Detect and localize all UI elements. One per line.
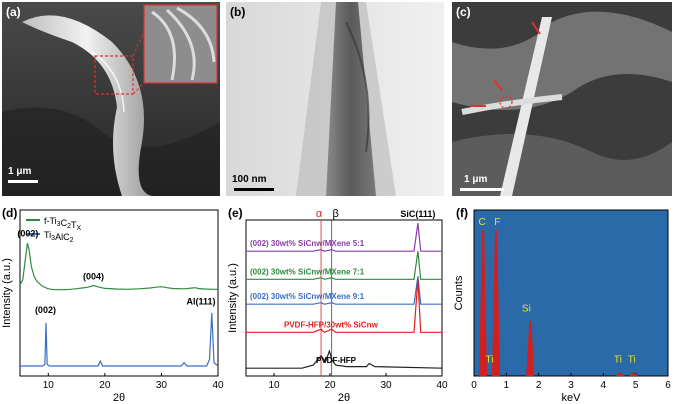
series-label: PVDF-HFP xyxy=(316,356,357,365)
x-tick-label: 30 xyxy=(156,380,168,391)
x-tick-label: 20 xyxy=(99,380,111,391)
eds-peak-Ti xyxy=(629,372,638,376)
panel-label-a: (a) xyxy=(6,5,21,19)
series-line-1 xyxy=(20,312,219,367)
x-tick-label: 2 xyxy=(536,380,542,391)
legend-entry: f-Ti3C2TX xyxy=(44,216,81,232)
eds-peak-Si xyxy=(526,321,535,376)
top-label-alpha: α xyxy=(316,208,323,220)
sem-image-c xyxy=(452,2,672,196)
peak-annotation: (004) xyxy=(83,272,104,282)
series-line-0 xyxy=(246,223,442,252)
panel-e-xrd-chart: (e) 10 20 30 40 2θ Intensity (a.u.) α β SiC(111)… xyxy=(226,204,450,404)
y-axis-label: Intensity (a.u.) xyxy=(227,263,239,333)
series-line-0 xyxy=(19,243,218,291)
top-label-sic: SiC(111) xyxy=(400,209,435,219)
series-label: (002) 30wt% SiCnw/MXene 7:1 xyxy=(250,267,365,276)
series-label: PVDF-HFP/30wt% SiCnw xyxy=(284,320,379,329)
x-tick-label: 10 xyxy=(43,380,55,391)
series-line-1 xyxy=(246,251,442,280)
x-tick-label: 3 xyxy=(568,380,574,391)
x-tick-label: 40 xyxy=(436,380,448,391)
x-axis-label: 2θ xyxy=(113,392,125,404)
panel-label-f: (f) xyxy=(456,206,468,220)
series-label: (002) 30wt% SiCnw/MXene 5:1 xyxy=(250,239,365,248)
panel-f-eds-chart: (f) 0 1 2 3 4 5 6 keV Counts C F Si Ti Ti Ti xyxy=(452,204,674,404)
peak-annotation: (002) xyxy=(35,305,56,315)
xrd-chart-e: 10 20 30 40 2θ Intensity (a.u.) α β SiC(111) (002… xyxy=(227,208,448,404)
xrd-chart-d: 10 20 30 40 2θ Intensity (a.u.) f-Ti3C2TXTi3Al… xyxy=(1,209,224,404)
panel-c-sem-image: (c) 1 μm xyxy=(452,2,672,196)
eds-chart-f: 0 1 2 3 4 5 6 keV Counts C F Si Ti Ti Ti xyxy=(453,209,671,404)
x-tick-label: 4 xyxy=(601,380,607,391)
x-tick-label: 5 xyxy=(633,380,639,391)
peak-annotation: Al(111) xyxy=(187,297,216,307)
x-tick-label: 0 xyxy=(471,380,477,391)
inset-zoom xyxy=(143,4,218,84)
peak-label: Ti xyxy=(628,355,636,366)
x-axis-label: 2θ xyxy=(338,392,350,404)
panel-label-c: (c) xyxy=(456,5,471,19)
scale-bar-c xyxy=(460,188,504,191)
series-line-4 xyxy=(246,349,443,369)
legend-entry: Ti3AlC2 xyxy=(44,230,74,244)
panel-d-xrd-chart: (d) 10 20 30 40 2θ Intensity (a.u.) f-Ti3C2TX T… xyxy=(0,204,224,404)
zoom-region-box xyxy=(94,55,134,95)
x-tick-label: 6 xyxy=(665,380,671,391)
x-axis-label: keV xyxy=(562,392,582,404)
x-tick-label: 30 xyxy=(380,380,392,391)
top-label-beta: β xyxy=(333,208,339,220)
y-axis-label: Intensity (a.u.) xyxy=(1,258,13,328)
y-axis-label: Counts xyxy=(453,275,465,310)
panel-label-d: (d) xyxy=(2,206,18,220)
panel-label-e: (e) xyxy=(228,206,243,220)
series-label: (002) 30wt% SiCnw/MXene 9:1 xyxy=(250,292,365,301)
plot-frame xyxy=(19,209,219,377)
series-line-3 xyxy=(246,279,442,334)
panel-a-sem-image: (a) 1 μm xyxy=(2,2,220,196)
peak-label: Ti xyxy=(486,355,494,366)
tem-image-b xyxy=(226,2,444,196)
scale-bar-b xyxy=(234,188,274,191)
panel-b-tem-image: (b) 100 nm xyxy=(226,2,444,196)
eds-background xyxy=(474,210,668,376)
x-tick-label: 20 xyxy=(324,380,336,391)
series-line-2 xyxy=(246,276,442,305)
peak-label: C xyxy=(478,217,485,228)
eds-peak-Ti xyxy=(615,372,624,376)
x-tick-label: 10 xyxy=(268,380,280,391)
scale-text-c: 1 μm xyxy=(464,174,488,185)
peak-label: F xyxy=(494,217,500,228)
peak-label: Ti xyxy=(614,355,622,366)
plot-frame xyxy=(245,219,443,377)
peak-label: Si xyxy=(522,303,531,314)
sem-image-a xyxy=(2,2,220,196)
scale-text-a: 1 μm xyxy=(8,166,32,177)
eds-peak-F xyxy=(491,229,500,376)
x-tick-label: 1 xyxy=(504,380,510,391)
scale-bar-a xyxy=(8,180,38,183)
x-tick-label: 40 xyxy=(212,380,224,391)
panel-label-b: (b) xyxy=(230,5,246,19)
eds-peak-C xyxy=(479,229,488,376)
scale-text-b: 100 nm xyxy=(232,174,267,185)
peak-annotation: (002) xyxy=(17,229,38,239)
